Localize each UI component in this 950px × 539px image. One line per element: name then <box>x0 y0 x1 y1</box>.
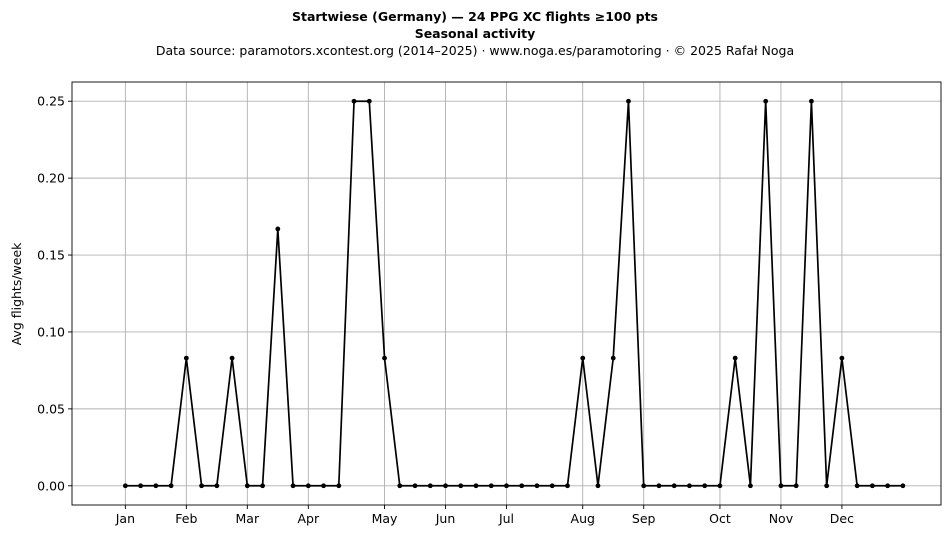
data-point <box>671 483 677 489</box>
x-tick-label: Nov <box>769 511 794 526</box>
y-tick-label: 0.20 <box>37 171 65 186</box>
data-point <box>275 226 281 232</box>
y-tick-label: 0.10 <box>37 324 65 339</box>
data-point <box>885 483 891 489</box>
y-tick-label: 0.05 <box>37 401 65 416</box>
data-point <box>900 483 906 489</box>
data-point <box>580 355 586 361</box>
x-tick-label: Jun <box>435 511 456 526</box>
x-tick-label: Sep <box>632 511 656 526</box>
data-point <box>443 483 448 489</box>
data-point <box>763 98 769 104</box>
data-point <box>748 483 753 489</box>
x-tick-label: Feb <box>175 511 197 526</box>
data-point <box>321 483 326 489</box>
data-point <box>839 355 845 361</box>
data-point <box>778 483 784 489</box>
data-point <box>458 483 464 489</box>
data-point <box>824 483 830 489</box>
data-point <box>504 483 509 489</box>
data-point <box>869 483 875 489</box>
chart-subtitle: Seasonal activity <box>414 26 536 41</box>
data-point <box>793 483 799 489</box>
data-point <box>488 483 494 489</box>
series-line <box>125 100 903 487</box>
data-point <box>336 483 342 489</box>
data-point <box>809 98 814 104</box>
data-point <box>260 483 265 489</box>
data-point <box>732 355 738 361</box>
x-tick-label: Apr <box>297 511 319 526</box>
x-tick-label: Mar <box>236 511 260 526</box>
data-point <box>122 483 128 489</box>
data-point <box>183 355 189 361</box>
data-point <box>519 483 525 489</box>
data-point <box>656 483 662 489</box>
data-point <box>153 483 159 489</box>
data-point <box>595 483 601 489</box>
data-point <box>473 483 479 489</box>
data-point <box>366 98 372 104</box>
y-tick-label: 0.00 <box>37 478 65 493</box>
x-tick-label: Aug <box>571 511 595 526</box>
data-point <box>534 483 540 489</box>
data-point <box>565 483 570 489</box>
chart-source-line: Data source: paramotors.xcontest.org (20… <box>155 43 795 58</box>
data-point <box>229 355 235 361</box>
x-tick-label: Jul <box>498 511 514 526</box>
data-point <box>138 483 144 489</box>
data-point <box>717 483 723 489</box>
data-point <box>610 355 616 361</box>
data-point <box>199 483 204 489</box>
data-point <box>305 483 311 489</box>
x-tick-label: Dec <box>830 511 854 526</box>
chart-title: Startwiese (Germany) — 24 PPG XC flights… <box>291 9 658 24</box>
x-tick-label: Oct <box>709 511 731 526</box>
data-point <box>214 483 220 489</box>
data-point <box>641 483 647 489</box>
data-point <box>549 483 555 489</box>
data-point <box>351 98 357 104</box>
x-tick-label: May <box>372 511 398 526</box>
data-point <box>702 483 708 489</box>
grid-lines <box>72 82 941 505</box>
data-point <box>397 483 403 489</box>
data-point <box>854 483 860 489</box>
data-point <box>626 98 631 104</box>
data-point <box>244 483 250 489</box>
x-tick-label: Jan <box>115 511 135 526</box>
y-axis-label: Avg flights/week <box>9 242 24 346</box>
data-point <box>687 483 692 489</box>
data-point <box>382 355 387 361</box>
y-tick-label: 0.25 <box>37 94 65 109</box>
y-tick-label: 0.15 <box>37 248 65 263</box>
data-point <box>168 483 174 489</box>
plot-frame <box>71 81 942 506</box>
data-point <box>427 483 433 489</box>
data-point <box>290 483 296 489</box>
data-point <box>412 483 418 489</box>
